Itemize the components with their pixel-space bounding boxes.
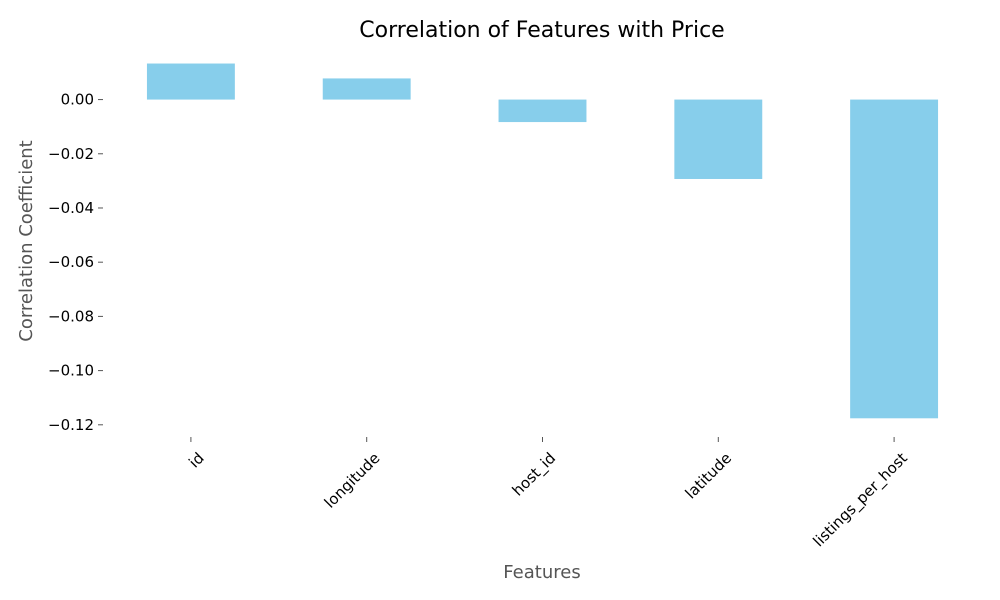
- y-axis-label: Correlation Coefficient: [16, 140, 37, 341]
- y-tick-label: −0.10: [48, 362, 94, 380]
- x-tick-label: listings_per_host: [809, 449, 911, 551]
- x-tick-label: latitude: [682, 449, 735, 502]
- y-tick-label: 0.00: [61, 91, 94, 109]
- chart-title: Correlation of Features with Price: [359, 18, 724, 43]
- bar-latitude: [674, 99, 763, 179]
- y-tick-label: −0.06: [48, 253, 94, 271]
- x-axis-label: Features: [503, 562, 580, 583]
- x-tick-label: host_id: [509, 449, 560, 500]
- y-tick-label: −0.08: [48, 307, 94, 325]
- x-tick-label: id: [185, 449, 207, 471]
- y-axis-ticks: 0.00 −0.02 −0.04 −0.06 −0.08 −0.10 −0.12: [48, 91, 103, 434]
- bar-host-id: [498, 99, 587, 123]
- x-axis-ticks: id longitude host_id latitude listings_per_h…: [185, 437, 912, 551]
- y-tick-label: −0.12: [48, 416, 94, 434]
- bar-listings-per-host: [850, 99, 939, 419]
- y-tick-label: −0.04: [48, 199, 94, 217]
- x-tick-label: longitude: [321, 449, 384, 512]
- bar-longitude: [322, 78, 411, 100]
- y-tick-label: −0.02: [48, 145, 94, 163]
- bars-group: [146, 63, 939, 419]
- bar-id: [146, 63, 235, 100]
